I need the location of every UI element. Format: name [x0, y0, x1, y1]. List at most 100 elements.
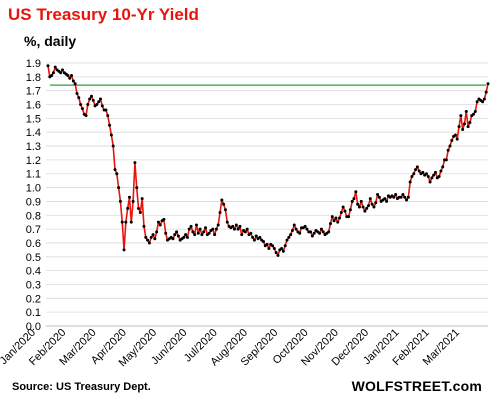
data-point: [475, 100, 479, 104]
data-point: [80, 107, 84, 111]
data-point: [120, 220, 124, 224]
data-point: [202, 230, 206, 234]
data-point: [328, 222, 332, 226]
data-point: [91, 98, 95, 102]
series-group: [46, 64, 490, 257]
data-point: [185, 235, 189, 239]
data-point: [450, 139, 454, 143]
data-point: [359, 199, 363, 203]
data-point: [84, 114, 88, 118]
data-point: [204, 226, 208, 230]
data-point: [421, 170, 425, 174]
data-point: [417, 169, 421, 173]
data-point: [274, 251, 278, 255]
y-tick-label: 1.5: [26, 113, 41, 125]
data-point: [424, 172, 428, 176]
data-point: [310, 234, 314, 238]
data-point: [343, 209, 347, 213]
data-point: [249, 231, 253, 235]
data-point: [153, 237, 157, 241]
data-point: [403, 195, 407, 199]
y-tick-label: 0.7: [26, 224, 41, 236]
data-point: [261, 240, 265, 244]
data-point: [86, 103, 90, 107]
data-point: [336, 220, 340, 224]
data-point: [455, 137, 459, 141]
data-point: [292, 223, 296, 227]
y-tick-label: 0.9: [26, 196, 41, 208]
data-point: [294, 227, 298, 231]
data-point: [410, 175, 414, 179]
data-point: [339, 210, 343, 214]
data-point: [122, 248, 126, 252]
data-point: [133, 161, 137, 165]
data-point: [252, 238, 256, 242]
data-point: [46, 64, 50, 68]
data-point: [144, 235, 148, 239]
data-point: [412, 172, 416, 176]
data-point: [321, 230, 325, 234]
data-point: [66, 73, 70, 77]
data-point: [238, 224, 242, 228]
data-point: [309, 230, 313, 234]
data-point: [231, 224, 235, 228]
data-point: [73, 82, 77, 86]
data-point: [79, 103, 83, 107]
data-point: [481, 100, 485, 104]
data-point: [383, 197, 387, 201]
data-point: [408, 180, 412, 184]
data-point: [348, 208, 352, 212]
data-point: [142, 224, 146, 228]
y-tick-label: 1.8: [26, 72, 41, 84]
y-tick-label: 1.7: [26, 86, 41, 98]
data-point: [95, 103, 99, 107]
data-point: [377, 195, 381, 199]
data-point: [131, 199, 135, 203]
data-point: [240, 233, 244, 237]
data-point: [176, 234, 180, 238]
data-point: [457, 125, 461, 129]
data-point: [99, 97, 103, 101]
data-point: [245, 227, 249, 231]
data-point: [271, 244, 275, 248]
data-point: [374, 201, 378, 205]
data-point: [448, 144, 452, 148]
data-point: [225, 220, 229, 224]
data-point: [280, 246, 284, 250]
y-tick-label: 1.1: [26, 169, 41, 181]
data-point: [151, 233, 155, 237]
data-point: [118, 199, 122, 203]
data-point: [137, 206, 141, 210]
data-point: [486, 82, 490, 86]
data-point: [113, 168, 117, 172]
data-point: [124, 220, 128, 224]
data-point: [363, 209, 367, 213]
data-point: [129, 220, 133, 224]
data-point: [196, 231, 200, 235]
data-point: [51, 71, 55, 75]
data-point: [459, 114, 463, 118]
data-point: [100, 104, 104, 108]
data-point: [254, 234, 258, 238]
data-point: [426, 175, 430, 179]
data-point: [290, 228, 294, 232]
data-point: [59, 71, 63, 75]
y-tick-label: 0.3: [26, 279, 41, 291]
data-point: [193, 233, 197, 237]
data-point: [138, 210, 142, 214]
data-point: [146, 238, 150, 242]
data-point: [372, 205, 376, 209]
chart-subtitle: %, daily: [24, 33, 77, 49]
data-point: [433, 170, 437, 174]
data-point: [234, 223, 238, 227]
y-tick-label: 0.8: [26, 210, 41, 222]
data-point: [220, 198, 224, 202]
x-axis: Jan/2020Feb/2020Mar/2020Apr/2020May/2020…: [0, 325, 488, 369]
y-tick-label: 0.2: [26, 293, 41, 305]
data-point: [361, 205, 365, 209]
data-point: [162, 217, 166, 221]
data-point: [222, 202, 226, 206]
data-point: [439, 169, 443, 173]
data-point: [216, 223, 220, 227]
